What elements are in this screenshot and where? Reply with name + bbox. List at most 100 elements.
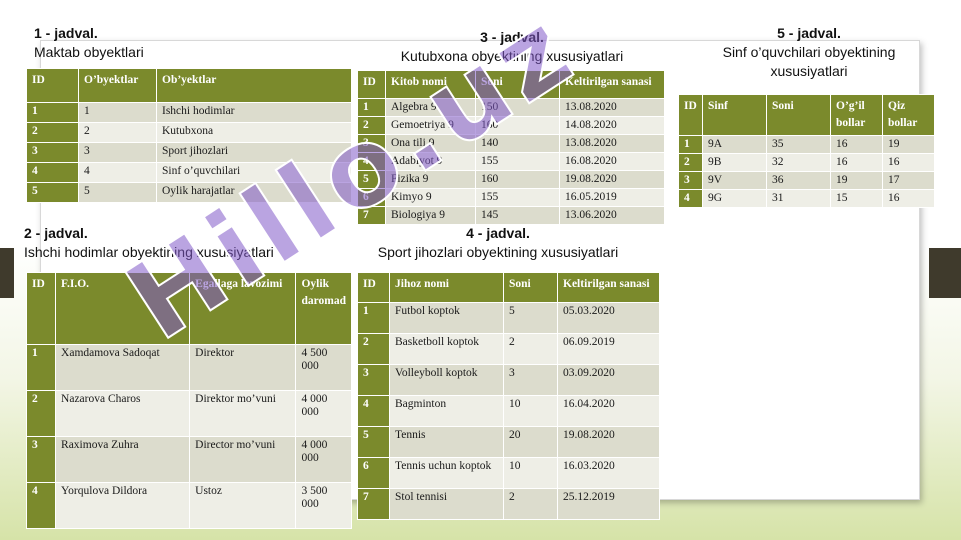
t5-cell: 17 xyxy=(882,171,935,190)
t5-cell: 9A xyxy=(702,135,767,154)
t1-row-id: 1 xyxy=(26,102,79,123)
t4-cell: 05.03.2020 xyxy=(557,302,660,334)
t2-table-row: 3 Raximova Zuhra Director mo’vuni 4 000 000 xyxy=(25,436,352,483)
t1-cell: 5 xyxy=(78,182,157,203)
t1-heading: 1 - jadval. Maktab obyektlari xyxy=(34,24,144,62)
t3-col-header: Kitob nomi xyxy=(385,70,476,99)
t3-row-id: 3 xyxy=(357,134,386,153)
t3-row-id: 7 xyxy=(357,206,386,225)
t5-table-row: 2 9B 32 16 16 xyxy=(678,153,935,172)
t4-cell: 16.03.2020 xyxy=(557,457,660,489)
t5-header-row: ID Sinf Soni O’g’il bollar Qiz bollar xyxy=(678,94,935,136)
left-decor-band xyxy=(0,248,14,298)
t4-col-header: Keltirilgan sanasi xyxy=(557,272,660,303)
t3-col-header: Keltirilgan sanasi xyxy=(559,70,665,99)
t5-table-row: 3 9V 36 19 17 xyxy=(678,171,935,190)
t1-cell: 1 xyxy=(78,102,157,123)
t5-col-header: Sinf xyxy=(702,94,767,136)
t4-row-id: 1 xyxy=(357,302,390,334)
t5-cell: 16 xyxy=(882,153,935,172)
t5-col-header: O’g’il bollar xyxy=(830,94,883,136)
t1-title: Maktab obyektlari xyxy=(34,44,144,60)
t3-cell: 13.08.2020 xyxy=(559,134,665,153)
t2-col-header: Egallaga lavozimi xyxy=(189,272,297,345)
t4-cell: Bagminton xyxy=(389,395,504,427)
t3-cell: 16.08.2020 xyxy=(559,152,665,171)
t2-table: ID F.I.O. Egallaga lavozimi Oylik daromad 1 X… xyxy=(25,272,352,529)
t1-cell: 4 xyxy=(78,162,157,183)
t4-cell: 2 xyxy=(503,488,558,520)
t2-heading: 2 - jadval. Ishchi hodimlar obyektining … xyxy=(24,224,274,262)
t3-row-id: 2 xyxy=(357,116,386,135)
t5-cell: 16 xyxy=(830,153,883,172)
t1-number: 1 - jadval. xyxy=(34,25,98,41)
t5-cell: 35 xyxy=(766,135,831,154)
t3-row-id: 4 xyxy=(357,152,386,171)
t3-cell: Kimyo 9 xyxy=(385,188,476,207)
t5-col-header: Soni xyxy=(766,94,831,136)
t1-col-header: ID xyxy=(26,68,79,103)
t2-cell: Ustoz xyxy=(189,482,297,529)
t2-cell: Xamdamova Sadoqat xyxy=(55,344,191,391)
t5-heading: 5 - jadval. Sinf o’quvchilari obyektinin… xyxy=(700,24,918,81)
right-decor-band xyxy=(929,248,961,298)
t4-row-id: 7 xyxy=(357,488,390,520)
t5-cell: 31 xyxy=(766,189,831,208)
t3-number: 3 - jadval. xyxy=(480,29,544,45)
t2-row-id: 1 xyxy=(25,344,57,391)
t4-row-id: 4 xyxy=(357,395,390,427)
t5-cell: 19 xyxy=(882,135,935,154)
t2-cell: 4 000 000 xyxy=(295,390,352,437)
t1-table-row: 5 5 Oylik harajatlar xyxy=(26,182,352,203)
t4-header-row: ID Jihoz nomi Soni Keltirilgan sanasi xyxy=(357,272,660,303)
t2-row-id: 2 xyxy=(25,390,57,437)
t3-cell: 140 xyxy=(475,134,560,153)
t4-cell: 5 xyxy=(503,302,558,334)
t1-col-header: Ob’yektlar xyxy=(156,68,352,103)
t4-table-row: 5 Tennis 20 19.08.2020 xyxy=(357,426,660,458)
t1-row-id: 3 xyxy=(26,142,79,163)
t2-cell: 4 000 000 xyxy=(295,436,352,483)
t4-cell: 16.04.2020 xyxy=(557,395,660,427)
t5-title: Sinf o’quvchilari obyektining xususiyatl… xyxy=(722,44,896,79)
t4-table-row: 4 Bagminton 10 16.04.2020 xyxy=(357,395,660,427)
t5-table: ID Sinf Soni O’g’il bollar Qiz bollar 1 9A 35 16… xyxy=(678,94,935,208)
t2-table-row: 4 Yorqulova Dildora Ustoz 3 500 000 xyxy=(25,482,352,529)
t4-cell: Tennis xyxy=(389,426,504,458)
t2-cell: Nazarova Charos xyxy=(55,390,191,437)
t2-table-row: 1 Xamdamova Sadoqat Direktor 4 500 000 xyxy=(25,344,352,391)
t3-heading: 3 - jadval. Kutubxona obyektining xususi… xyxy=(380,28,644,66)
t4-cell: 10 xyxy=(503,457,558,489)
t1-cell: Kutubxona xyxy=(156,122,352,143)
t2-cell: Raximova Zuhra xyxy=(55,436,191,483)
t5-col-header: Qiz bollar xyxy=(882,94,935,136)
t1-col-header: O’byektlar xyxy=(78,68,157,103)
t3-row-id: 1 xyxy=(357,98,386,117)
t5-cell: 16 xyxy=(882,189,935,208)
t3-header-row: ID Kitob nomi Soni Keltirilgan sanasi xyxy=(357,70,665,99)
t4-cell: Stol tennisi xyxy=(389,488,504,520)
t3-cell: Adabiyot 9 xyxy=(385,152,476,171)
t4-table: ID Jihoz nomi Soni Keltirilgan sanasi 1 Futbo… xyxy=(357,272,660,520)
t3-col-header: Soni xyxy=(475,70,560,99)
t3-row-id: 5 xyxy=(357,170,386,189)
t3-table-row: 6 Kimyo 9 155 16.05.2019 xyxy=(357,188,665,207)
t2-cell: Yorqulova Dildora xyxy=(55,482,191,529)
t4-cell: 06.09.2019 xyxy=(557,333,660,365)
t4-cell: Tennis uchun koptok xyxy=(389,457,504,489)
t4-table-row: 3 Volleyboll koptok 3 03.09.2020 xyxy=(357,364,660,396)
t4-row-id: 6 xyxy=(357,457,390,489)
t4-cell: Basketboll koptok xyxy=(389,333,504,365)
t1-cell: 2 xyxy=(78,122,157,143)
t3-cell: 155 xyxy=(475,152,560,171)
t3-cell: 155 xyxy=(475,188,560,207)
t3-cell: Gemoetriya 9 xyxy=(385,116,476,135)
t3-title: Kutubxona obyektining xususiyatlari xyxy=(400,48,624,64)
t3-cell: 13.06.2020 xyxy=(559,206,665,225)
t4-table-row: 1 Futbol koptok 5 05.03.2020 xyxy=(357,302,660,334)
t4-row-id: 5 xyxy=(357,426,390,458)
t5-cell: 9B xyxy=(702,153,767,172)
t3-table-row: 5 Fizika 9 160 19.08.2020 xyxy=(357,170,665,189)
t4-row-id: 2 xyxy=(357,333,390,365)
t4-table-row: 2 Basketboll koptok 2 06.09.2019 xyxy=(357,333,660,365)
